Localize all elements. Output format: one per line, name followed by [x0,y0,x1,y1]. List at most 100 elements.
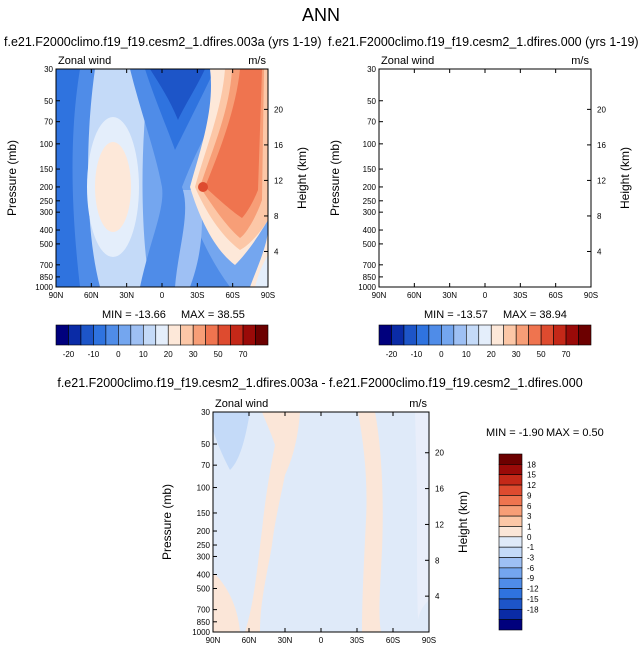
colorbar-swatch [490,324,505,346]
x-tick-label: 90S [261,291,275,300]
panel-c-ylabel-right: Height (km) [456,491,470,553]
panel-c-field [213,412,429,632]
colorbar-label: -10 [88,350,100,359]
y-tick-label: 200 [363,183,377,192]
colorbar-swatch [498,598,523,610]
y-right-tick-label: 4 [274,247,279,256]
colorbar-swatch [118,324,132,346]
colorbar-swatch [498,546,523,558]
y-tick-label: 100 [40,140,54,149]
y-tick-label: 500 [363,240,377,249]
y-tick-label: 700 [40,261,54,270]
y-right-tick-label: 4 [597,247,602,256]
y-tick-label: 400 [40,226,54,235]
panel-b-frame [378,68,592,288]
panel-c-min: MIN = -1.90 [486,427,544,439]
panel-c-ticks: 90N 60N 30N 0 30S 60S 90S 30 50 70 100 150 200 250 300… [192,408,444,645]
x-tick-label: 60S [226,291,240,300]
x-tick-label: 90S [584,291,598,300]
colorbar-swatch [242,324,256,346]
panel-b-max: MAX = 38.94 [503,309,567,321]
colorbar-swatch [453,324,467,346]
colorbar-label: -18 [527,605,539,614]
colorbar-swatch [498,577,523,589]
panel-b: f.e21.F2000climo.f19_f19.cesm2_1.dfires.… [328,35,639,359]
panel-b-min: MIN = -13.57 [424,309,488,321]
y-tick-label: 50 [367,97,376,106]
panel-c: f.e21.F2000climo.f19_f19.cesm2_1.dfires.… [57,376,603,645]
colorbar-swatch [465,324,480,346]
colorbar-swatch [498,526,523,538]
y-right-tick-label: 20 [597,105,606,114]
panel-c-right-label: m/s [409,398,427,410]
y-right-tick-label: 16 [274,141,283,150]
x-tick-label: 60N [84,291,99,300]
y-tick-label: 1000 [358,283,376,292]
y-tick-label: 200 [197,527,211,536]
colorbar-swatch [391,324,405,346]
colorbar-label: 10 [139,350,148,359]
colorbar-swatch [93,324,107,346]
colorbar-swatch [428,324,442,346]
colorbar-swatch [498,484,523,496]
colorbar-swatch [403,324,417,346]
panel-c-max: MAX = 0.50 [546,427,604,439]
y-right-tick-label: 20 [274,105,283,114]
colorbar-label: 20 [164,350,173,359]
panel-b-field [379,69,591,287]
colorbar-swatch [540,324,554,346]
colorbar-label: -12 [527,585,539,594]
colorbar-label: 30 [512,350,521,359]
y-right-tick-label: 12 [274,176,283,185]
colorbar-swatch [498,464,523,476]
panel-b-left-label: Zonal wind [381,55,434,67]
x-tick-label: 90N [49,291,64,300]
colorbar-label: 6 [527,502,532,511]
y-tick-label: 70 [44,118,53,127]
panel-b-ticks: 90N 60N 30N 0 30S 60S 90S 30 50 70 100 150 200 250 300… [358,65,606,300]
colorbar-swatch [498,608,523,620]
y-right-tick-label: 12 [435,520,444,529]
colorbar-swatch [515,324,529,346]
colorbar-swatch [441,324,455,346]
colorbar-swatch [105,324,119,346]
colorbar-swatch [503,324,517,346]
x-tick-label: 0 [160,291,165,300]
panel-a-title: f.e21.F2000climo.f19_f19.cesm2_1.dfires.… [4,35,322,49]
x-tick-label: 30N [442,291,457,300]
colorbar-swatch [498,557,523,569]
panel-c-ylabel: Pressure (mb) [160,484,174,560]
y-tick-label: 200 [40,183,54,192]
colorbar-swatch [192,324,206,346]
colorbar-label: 10 [462,350,471,359]
y-tick-label: 400 [197,571,211,580]
y-tick-label: 150 [197,509,211,518]
colorbar-label: -3 [527,554,535,563]
colorbar-label: -9 [527,574,535,583]
colorbar-swatch [498,588,523,600]
colorbar-swatch [80,324,94,346]
colorbar-swatch [142,324,157,346]
y-right-tick-label: 16 [597,141,606,150]
colorbar-swatch [498,515,523,527]
y-right-tick-label: 4 [435,592,440,601]
x-tick-label: 90S [422,636,436,645]
colorbar-swatch [553,324,567,346]
panel-a-ticks: 90N 60N 30N 0 30S 60S 90S 30 50 70 100 150 200 250 300… [35,65,283,300]
colorbar-swatch [565,324,579,346]
colorbar-label: 12 [527,481,536,490]
y-tick-label: 700 [197,606,211,615]
y-tick-label: 850 [197,618,211,627]
colorbar-label: -20 [63,350,75,359]
y-tick-label: 300 [363,208,377,217]
y-tick-label: 850 [363,273,377,282]
panel-a-ylabel: Pressure (mb) [5,140,19,216]
colorbar-swatch [498,619,523,631]
colorbar-label: -20 [386,350,398,359]
colorbar-swatch [167,324,182,346]
y-tick-label: 850 [40,273,54,282]
y-tick-label: 500 [40,240,54,249]
colorbar-swatch [205,324,219,346]
